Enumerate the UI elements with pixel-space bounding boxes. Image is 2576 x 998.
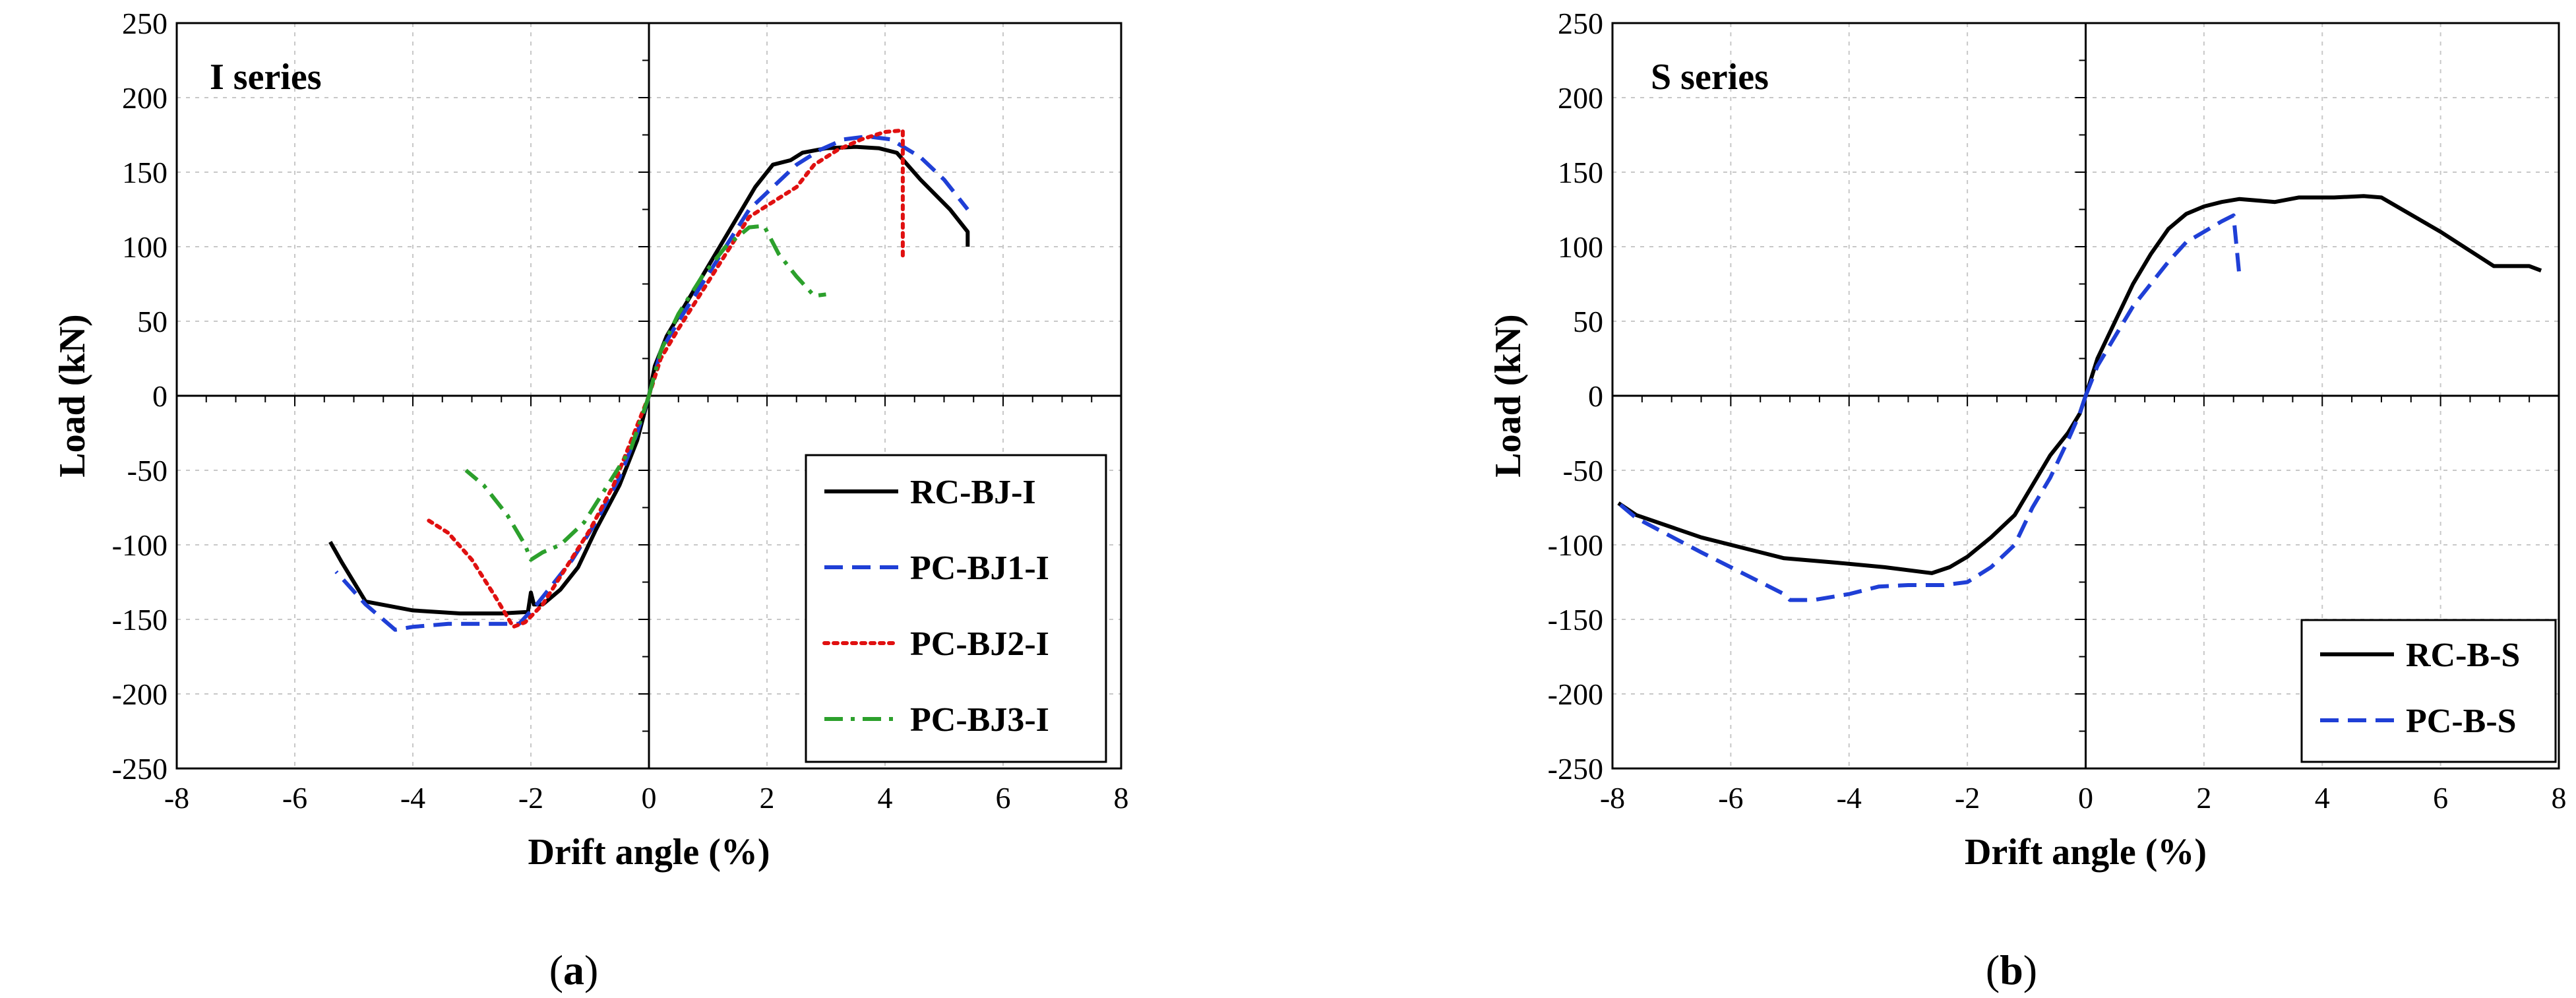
series-line-pc-bj1-i: [334, 395, 651, 632]
y-tick-label: -200: [112, 677, 168, 711]
y-axis-title: Load (kN): [52, 314, 93, 477]
y-tick-label: -150: [112, 603, 168, 637]
legend-label: RC-BJ-I: [910, 474, 1036, 511]
panel-caption: (b): [1986, 947, 2037, 993]
chart-panel-b: -8 -6 -4 -2 0 2 4 6 8 250 200 150 100 50 0 -50 -100 -150 -…: [1488, 7, 2567, 993]
panel-caption-letter: a: [563, 947, 584, 993]
y-tick-label: 250: [122, 7, 168, 40]
series-line-pc-bj1-i: [647, 134, 969, 396]
y-tick-label: -250: [1548, 752, 1603, 786]
y-tick-label: -150: [1548, 603, 1603, 637]
series-line-rc-bj-i: [647, 144, 970, 396]
y-tick-label: 200: [122, 81, 168, 115]
legend-box: [805, 454, 1107, 763]
x-tick-label: 4: [2315, 781, 2330, 815]
series-line-pc-bj3-i: [647, 224, 826, 396]
series-group-label: S series: [1651, 57, 1769, 98]
y-tick-label: 50: [1573, 305, 1603, 338]
series-line-pc-b-s: [1617, 395, 2088, 602]
series-line-rc-bj-i: [328, 395, 651, 615]
panel-caption-letter: b: [2000, 947, 2023, 993]
y-tick-label: -100: [1548, 528, 1603, 562]
legend-label: RC-B-S: [2406, 637, 2520, 674]
series-line-rc-b-s: [1617, 395, 2088, 575]
x-tick-label: 6: [2433, 781, 2448, 815]
x-tick-label: -8: [1600, 781, 1625, 815]
legend-box: [2300, 619, 2557, 763]
x-axis-title: Drift angle (%): [528, 832, 770, 873]
y-tick-label: -100: [112, 528, 168, 562]
legend-label: PC-BJ2-I: [910, 625, 1049, 663]
x-tick-label: -4: [400, 781, 425, 815]
chart-panel-a: -8 -6 -4 -2 0 2 4 6 8 250 200 150 100 50 0 -50 -100 -150 -…: [52, 7, 1129, 993]
x-tick-label: 2: [2196, 781, 2211, 815]
x-tick-label: 2: [760, 781, 775, 815]
y-tick-label: 100: [122, 230, 168, 264]
series-line-pc-b-s: [2083, 213, 2242, 397]
y-tick-label: 0: [1588, 379, 1603, 413]
x-tick-label: -2: [518, 781, 543, 815]
y-tick-label: 150: [122, 156, 168, 189]
series-line-rc-b-s: [2083, 194, 2542, 396]
x-tick-label: -8: [164, 781, 189, 815]
legend-label: PC-BJ1-I: [910, 549, 1049, 587]
y-tick-label: -250: [112, 752, 168, 786]
y-tick-label: 50: [137, 305, 168, 338]
x-tick-label: -4: [1837, 781, 1862, 815]
x-tick-label: 6: [996, 781, 1011, 815]
x-tick-label: 0: [2078, 781, 2093, 815]
y-axis-title: Load (kN): [1488, 314, 1529, 477]
x-tick-label: 4: [878, 781, 893, 815]
x-tick-label: -2: [1955, 781, 1980, 815]
y-tick-label: 200: [1558, 81, 1603, 115]
x-tick-label: -6: [282, 781, 307, 815]
y-tick-label: 0: [152, 379, 168, 413]
series-line-pc-bj2-i: [647, 128, 905, 398]
legend-label: PC-B-S: [2406, 702, 2517, 740]
legend-label: PC-BJ3-I: [910, 701, 1049, 739]
series-line-pc-bj3-i: [464, 395, 651, 562]
x-tick-label: 8: [2552, 781, 2567, 815]
y-tick-label: 150: [1558, 156, 1603, 189]
x-tick-label: 0: [642, 781, 657, 815]
y-tick-label: -50: [127, 454, 168, 487]
x-tick-label: 8: [1114, 781, 1129, 815]
x-tick-label: -6: [1718, 781, 1743, 815]
series-group-label: I series: [210, 57, 322, 98]
y-tick-label: 250: [1558, 7, 1603, 40]
panel-caption: (a): [549, 947, 599, 993]
y-tick-label: -200: [1548, 677, 1603, 711]
x-axis-title: Drift angle (%): [1965, 832, 2207, 873]
series-line-pc-bj2-i: [422, 394, 651, 629]
y-tick-label: -50: [1563, 454, 1603, 487]
y-tick-label: 100: [1558, 230, 1603, 264]
